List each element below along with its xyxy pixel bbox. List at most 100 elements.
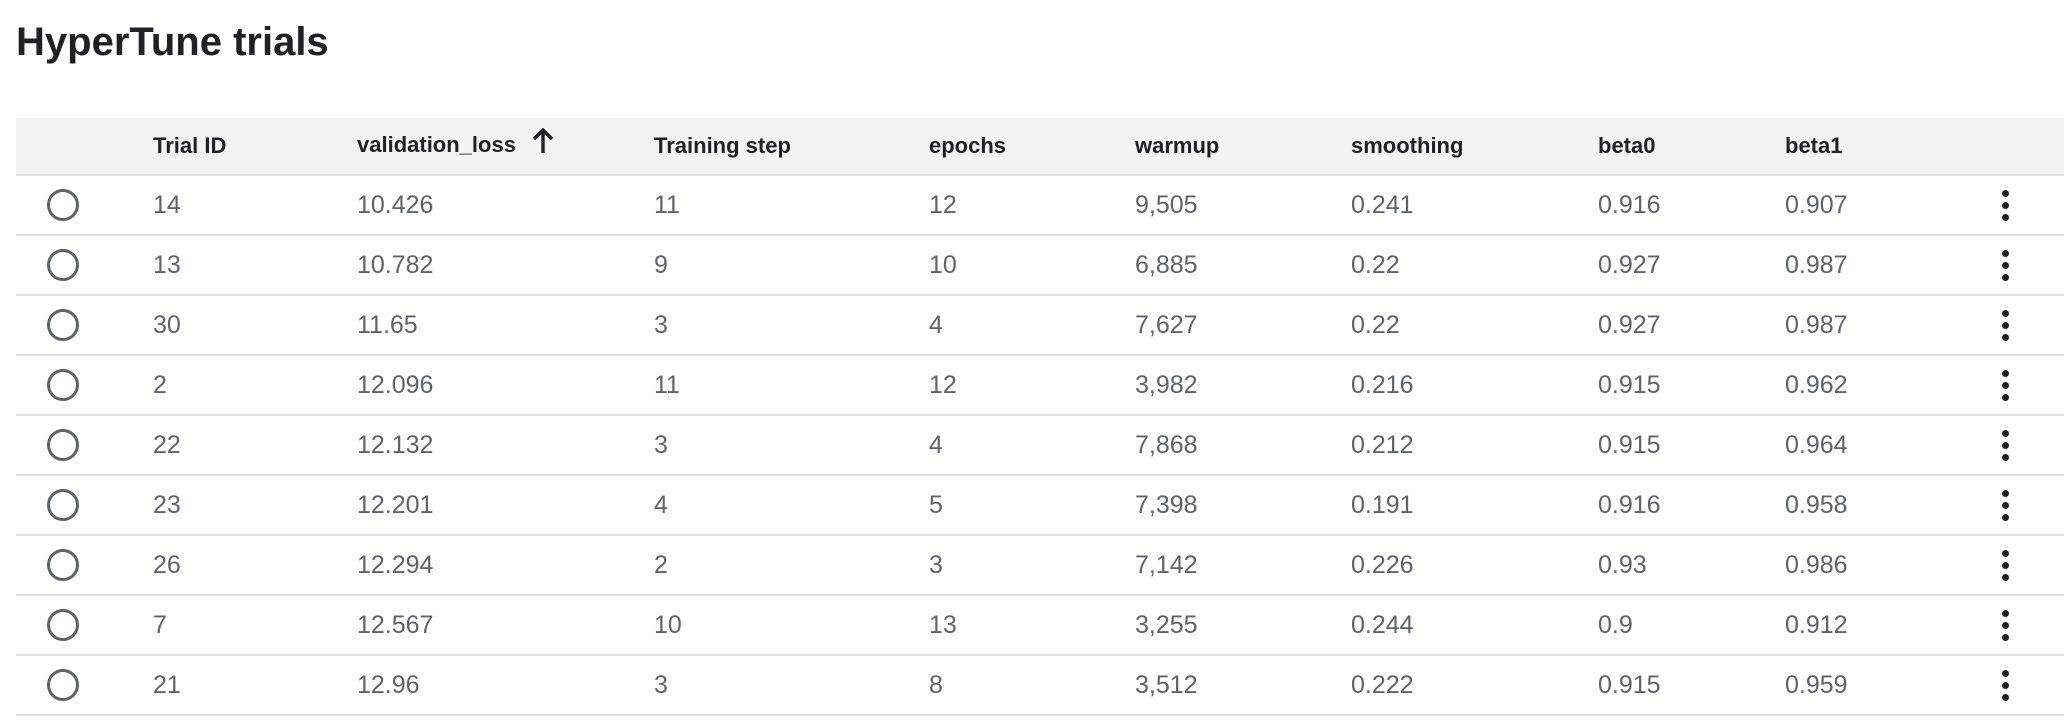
cell-trial-id: 2 (153, 370, 167, 399)
header-trial-id[interactable]: Trial ID (153, 118, 357, 176)
menu-dot (2001, 681, 2009, 689)
cell-beta1: 0.912 (1785, 610, 1848, 639)
cell-epochs: 13 (929, 610, 957, 639)
row-select-cell (16, 175, 153, 235)
more-vert-icon[interactable] (1990, 363, 2020, 407)
header-warmup[interactable]: warmup (1135, 118, 1351, 176)
table-row[interactable]: 22 12.132 3 4 7,868 0.212 0.915 0.964 (16, 415, 2064, 475)
menu-dot (2001, 213, 2009, 221)
more-vert-icon[interactable] (1990, 423, 2020, 467)
cell-epochs: 10 (929, 250, 957, 279)
row-select-cell (16, 655, 153, 715)
more-vert-icon[interactable] (1990, 663, 2020, 707)
cell-beta1: 0.986 (1785, 550, 1848, 579)
menu-dot (2001, 549, 2009, 557)
cell-smoothing: 0.191 (1351, 490, 1414, 519)
cell-beta1: 0.964 (1785, 430, 1848, 459)
row-actions-cell (1985, 175, 2064, 235)
cell-warmup: 3,512 (1135, 670, 1198, 699)
row-select-cell (16, 235, 153, 295)
header-validation-loss[interactable]: validation_loss (357, 118, 654, 176)
cell-epochs: 3 (929, 550, 943, 579)
more-vert-icon[interactable] (1990, 483, 2020, 527)
header-actions (1985, 118, 2064, 176)
row-actions-cell (1985, 355, 2064, 415)
cell-trial-id: 23 (153, 490, 181, 519)
row-actions-cell (1985, 535, 2064, 595)
cell-warmup: 3,982 (1135, 370, 1198, 399)
table-row[interactable]: 26 12.294 2 3 7,142 0.226 0.93 0.986 (16, 535, 2064, 595)
cell-validation-loss: 12.201 (357, 490, 434, 519)
more-vert-icon[interactable] (1990, 603, 2020, 647)
table-row[interactable]: 21 12.96 3 8 3,512 0.222 0.915 0.959 (16, 655, 2064, 715)
menu-dot (2001, 261, 2009, 269)
table-row[interactable]: 7 12.567 10 13 3,255 0.244 0.9 0.912 (16, 595, 2064, 655)
radio-button-icon[interactable] (47, 669, 79, 701)
cell-beta0: 0.915 (1598, 430, 1661, 459)
table-row[interactable]: 14 10.426 11 12 9,505 0.241 0.916 0.907 (16, 175, 2064, 235)
menu-dot (2001, 309, 2009, 317)
cell-training-step: 3 (654, 430, 668, 459)
menu-dot (2001, 609, 2009, 617)
trials-table: Trial ID validation_loss Training step e… (16, 118, 2064, 716)
radio-button-icon[interactable] (47, 249, 79, 281)
more-vert-icon[interactable] (1990, 243, 2020, 287)
cell-smoothing: 0.241 (1351, 190, 1414, 219)
more-vert-icon[interactable] (1990, 543, 2020, 587)
table-header: Trial ID validation_loss Training step e… (16, 118, 2064, 176)
menu-dot (2001, 381, 2009, 389)
menu-dot (2001, 429, 2009, 437)
cell-validation-loss: 10.782 (357, 250, 434, 279)
menu-dot (2001, 201, 2009, 209)
row-actions-cell (1985, 475, 2064, 535)
menu-dot (2001, 489, 2009, 497)
cell-smoothing: 0.212 (1351, 430, 1414, 459)
table-row[interactable]: 23 12.201 4 5 7,398 0.191 0.916 0.958 (16, 475, 2064, 535)
radio-button-icon[interactable] (47, 309, 79, 341)
row-select-cell (16, 355, 153, 415)
cell-trial-id: 30 (153, 310, 181, 339)
header-beta1[interactable]: beta1 (1785, 118, 1985, 176)
header-row: Trial ID validation_loss Training step e… (16, 118, 2064, 176)
cell-beta0: 0.93 (1598, 550, 1647, 579)
table-row[interactable]: 13 10.782 9 10 6,885 0.22 0.927 0.987 (16, 235, 2064, 295)
radio-button-icon[interactable] (47, 189, 79, 221)
arrow-up-icon[interactable] (532, 127, 554, 160)
menu-dot (2001, 369, 2009, 377)
cell-training-step: 9 (654, 250, 668, 279)
radio-button-icon[interactable] (47, 549, 79, 581)
cell-validation-loss: 12.294 (357, 550, 434, 579)
radio-button-icon[interactable] (47, 369, 79, 401)
header-epochs[interactable]: epochs (929, 118, 1135, 176)
table-row[interactable]: 30 11.65 3 4 7,627 0.22 0.927 0.987 (16, 295, 2064, 355)
table-body: 14 10.426 11 12 9,505 0.241 0.916 0.907 13 10.782… (16, 175, 2064, 715)
more-vert-icon[interactable] (1990, 183, 2020, 227)
radio-button-icon[interactable] (47, 489, 79, 521)
menu-dot (2001, 453, 2009, 461)
row-actions-cell (1985, 415, 2064, 475)
cell-training-step: 3 (654, 670, 668, 699)
row-actions-cell (1985, 235, 2064, 295)
cell-smoothing: 0.244 (1351, 610, 1414, 639)
header-smoothing[interactable]: smoothing (1351, 118, 1598, 176)
row-select-cell (16, 535, 153, 595)
menu-dot (2001, 573, 2009, 581)
row-select-cell (16, 295, 153, 355)
cell-beta1: 0.987 (1785, 250, 1848, 279)
cell-warmup: 9,505 (1135, 190, 1198, 219)
header-beta0[interactable]: beta0 (1598, 118, 1785, 176)
cell-trial-id: 7 (153, 610, 167, 639)
table-row[interactable]: 2 12.096 11 12 3,982 0.216 0.915 0.962 (16, 355, 2064, 415)
menu-dot (2001, 273, 2009, 281)
cell-epochs: 4 (929, 430, 943, 459)
cell-training-step: 4 (654, 490, 668, 519)
radio-button-icon[interactable] (47, 609, 79, 641)
header-training-step[interactable]: Training step (654, 118, 929, 176)
radio-button-icon[interactable] (47, 429, 79, 461)
cell-warmup: 7,627 (1135, 310, 1198, 339)
menu-dot (2001, 333, 2009, 341)
cell-trial-id: 22 (153, 430, 181, 459)
more-vert-icon[interactable] (1990, 303, 2020, 347)
cell-training-step: 2 (654, 550, 668, 579)
cell-beta0: 0.915 (1598, 670, 1661, 699)
